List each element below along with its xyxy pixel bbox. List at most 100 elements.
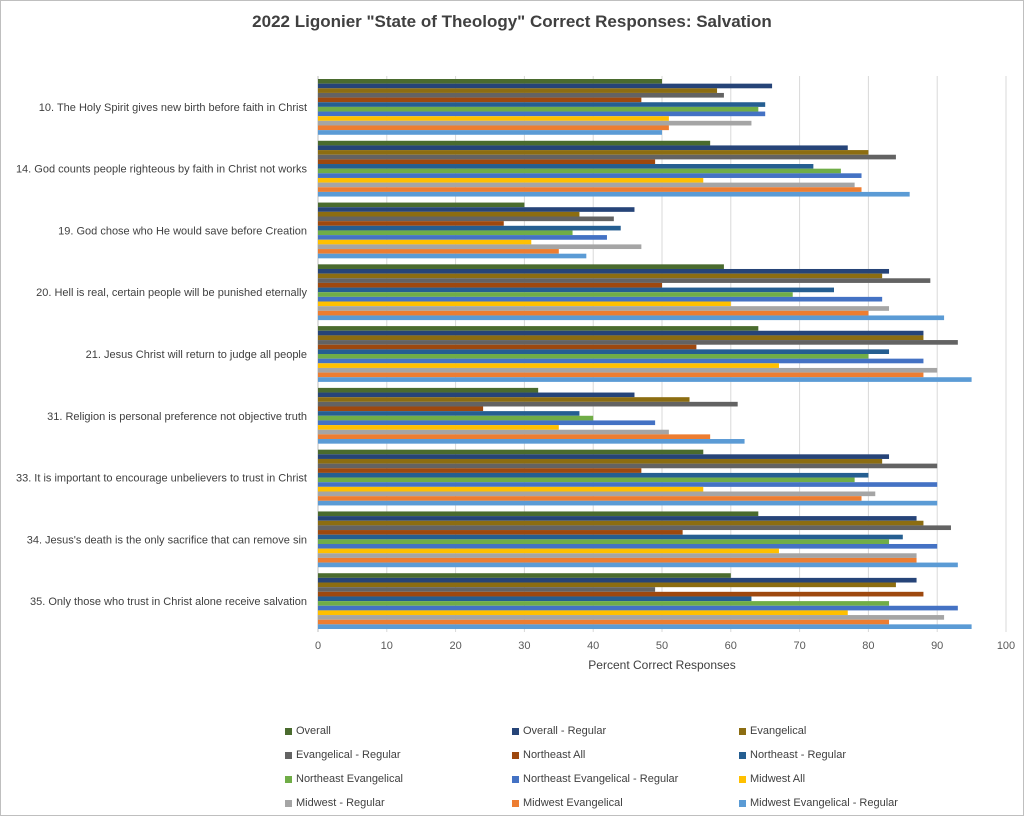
bar <box>318 624 972 629</box>
x-tick-label: 60 <box>725 640 737 652</box>
x-tick-label: 80 <box>862 640 874 652</box>
legend-item: Northeast All <box>512 746 739 764</box>
legend-item: Midwest Evangelical <box>512 794 739 812</box>
bar <box>318 253 587 259</box>
legend-swatch <box>285 775 292 783</box>
bar <box>318 596 752 602</box>
legend-label: Midwest - Regular <box>296 797 385 809</box>
legend-swatch <box>739 799 746 807</box>
legend-item: Evangelical - Regular <box>285 746 512 764</box>
bar <box>318 472 869 478</box>
bar <box>318 154 896 160</box>
bar <box>318 301 731 307</box>
bar <box>318 264 724 269</box>
bar <box>318 120 752 126</box>
bars <box>318 79 972 629</box>
legend-label: Midwest Evangelical <box>523 797 623 809</box>
bar <box>318 420 656 426</box>
bar <box>318 273 883 279</box>
bar <box>318 367 938 373</box>
bar <box>318 83 773 89</box>
bar <box>318 249 559 254</box>
bar <box>318 577 917 583</box>
bar <box>318 292 793 297</box>
bar <box>318 477 855 483</box>
bar <box>318 449 704 455</box>
legend-label: Northeast Evangelical - Regular <box>523 773 679 785</box>
x-tick-label: 20 <box>449 640 461 652</box>
bar <box>318 615 945 620</box>
bar <box>318 211 580 217</box>
bar <box>318 520 924 526</box>
bar <box>318 168 841 174</box>
bar <box>318 173 862 178</box>
bar <box>318 534 903 540</box>
bar <box>318 530 683 535</box>
bar <box>318 244 642 250</box>
bar <box>318 454 890 459</box>
legend-swatch <box>512 775 519 783</box>
legend-swatch <box>739 727 746 735</box>
category-label: 21. Jesus Christ will return to judge al… <box>86 349 307 361</box>
chart-plot: 10. The Holy Spirit gives new birth befo… <box>16 76 1015 672</box>
bar <box>318 500 938 506</box>
legend-swatch <box>512 799 519 807</box>
bar <box>318 177 704 183</box>
bar <box>318 202 525 208</box>
legend-swatch <box>739 751 746 759</box>
legend-label: Northeast - Regular <box>750 749 846 761</box>
bar <box>318 130 662 135</box>
bar <box>318 330 924 336</box>
legend-swatch <box>512 751 519 759</box>
bar <box>318 557 917 563</box>
legend-swatch <box>512 727 519 735</box>
bar <box>318 145 848 151</box>
bar <box>318 182 855 188</box>
bar <box>318 358 924 364</box>
legend-item: Overall - Regular <box>512 722 739 740</box>
x-tick-label: 0 <box>315 640 321 652</box>
x-axis-label: Percent Correct Responses <box>588 658 735 672</box>
legend-label: Evangelical - Regular <box>296 749 401 761</box>
bar <box>318 354 869 359</box>
bar <box>318 573 731 578</box>
bar <box>318 610 848 616</box>
category-labels: 10. The Holy Spirit gives new birth befo… <box>16 102 308 608</box>
legend-swatch <box>285 727 292 735</box>
legend-label: Evangelical <box>750 725 807 737</box>
bar <box>318 411 580 416</box>
bar <box>318 468 642 473</box>
chart-title: 2022 Ligonier "State of Theology" Correc… <box>252 12 772 31</box>
bar <box>318 315 945 321</box>
bar <box>318 539 890 544</box>
bar <box>318 582 896 588</box>
bar <box>318 516 917 521</box>
bar <box>318 140 711 146</box>
bar <box>318 106 759 112</box>
bar <box>318 601 890 606</box>
legend-item: Midwest Evangelical - Regular <box>739 794 975 812</box>
x-tick-label: 100 <box>997 640 1015 652</box>
bar <box>318 79 662 84</box>
legend-swatch <box>285 799 292 807</box>
category-label: 35. Only those who trust in Christ alone… <box>30 596 307 608</box>
bar <box>318 548 779 554</box>
bar <box>318 363 779 368</box>
bar <box>318 619 890 625</box>
bar <box>318 92 724 98</box>
bar <box>318 268 890 274</box>
bar <box>318 486 704 492</box>
bar <box>318 239 532 245</box>
legend-item: Evangelical <box>739 722 975 740</box>
bar <box>318 511 759 517</box>
bar <box>318 306 890 311</box>
legend-item: Overall <box>285 722 512 740</box>
category-label: 10. The Holy Spirit gives new birth befo… <box>39 102 307 114</box>
x-tick-label: 70 <box>793 640 805 652</box>
bar <box>318 458 883 464</box>
bar <box>318 482 938 487</box>
legend-swatch <box>739 775 746 783</box>
legend-item: Midwest All <box>739 770 975 788</box>
bar <box>318 349 890 354</box>
bar <box>318 605 958 611</box>
